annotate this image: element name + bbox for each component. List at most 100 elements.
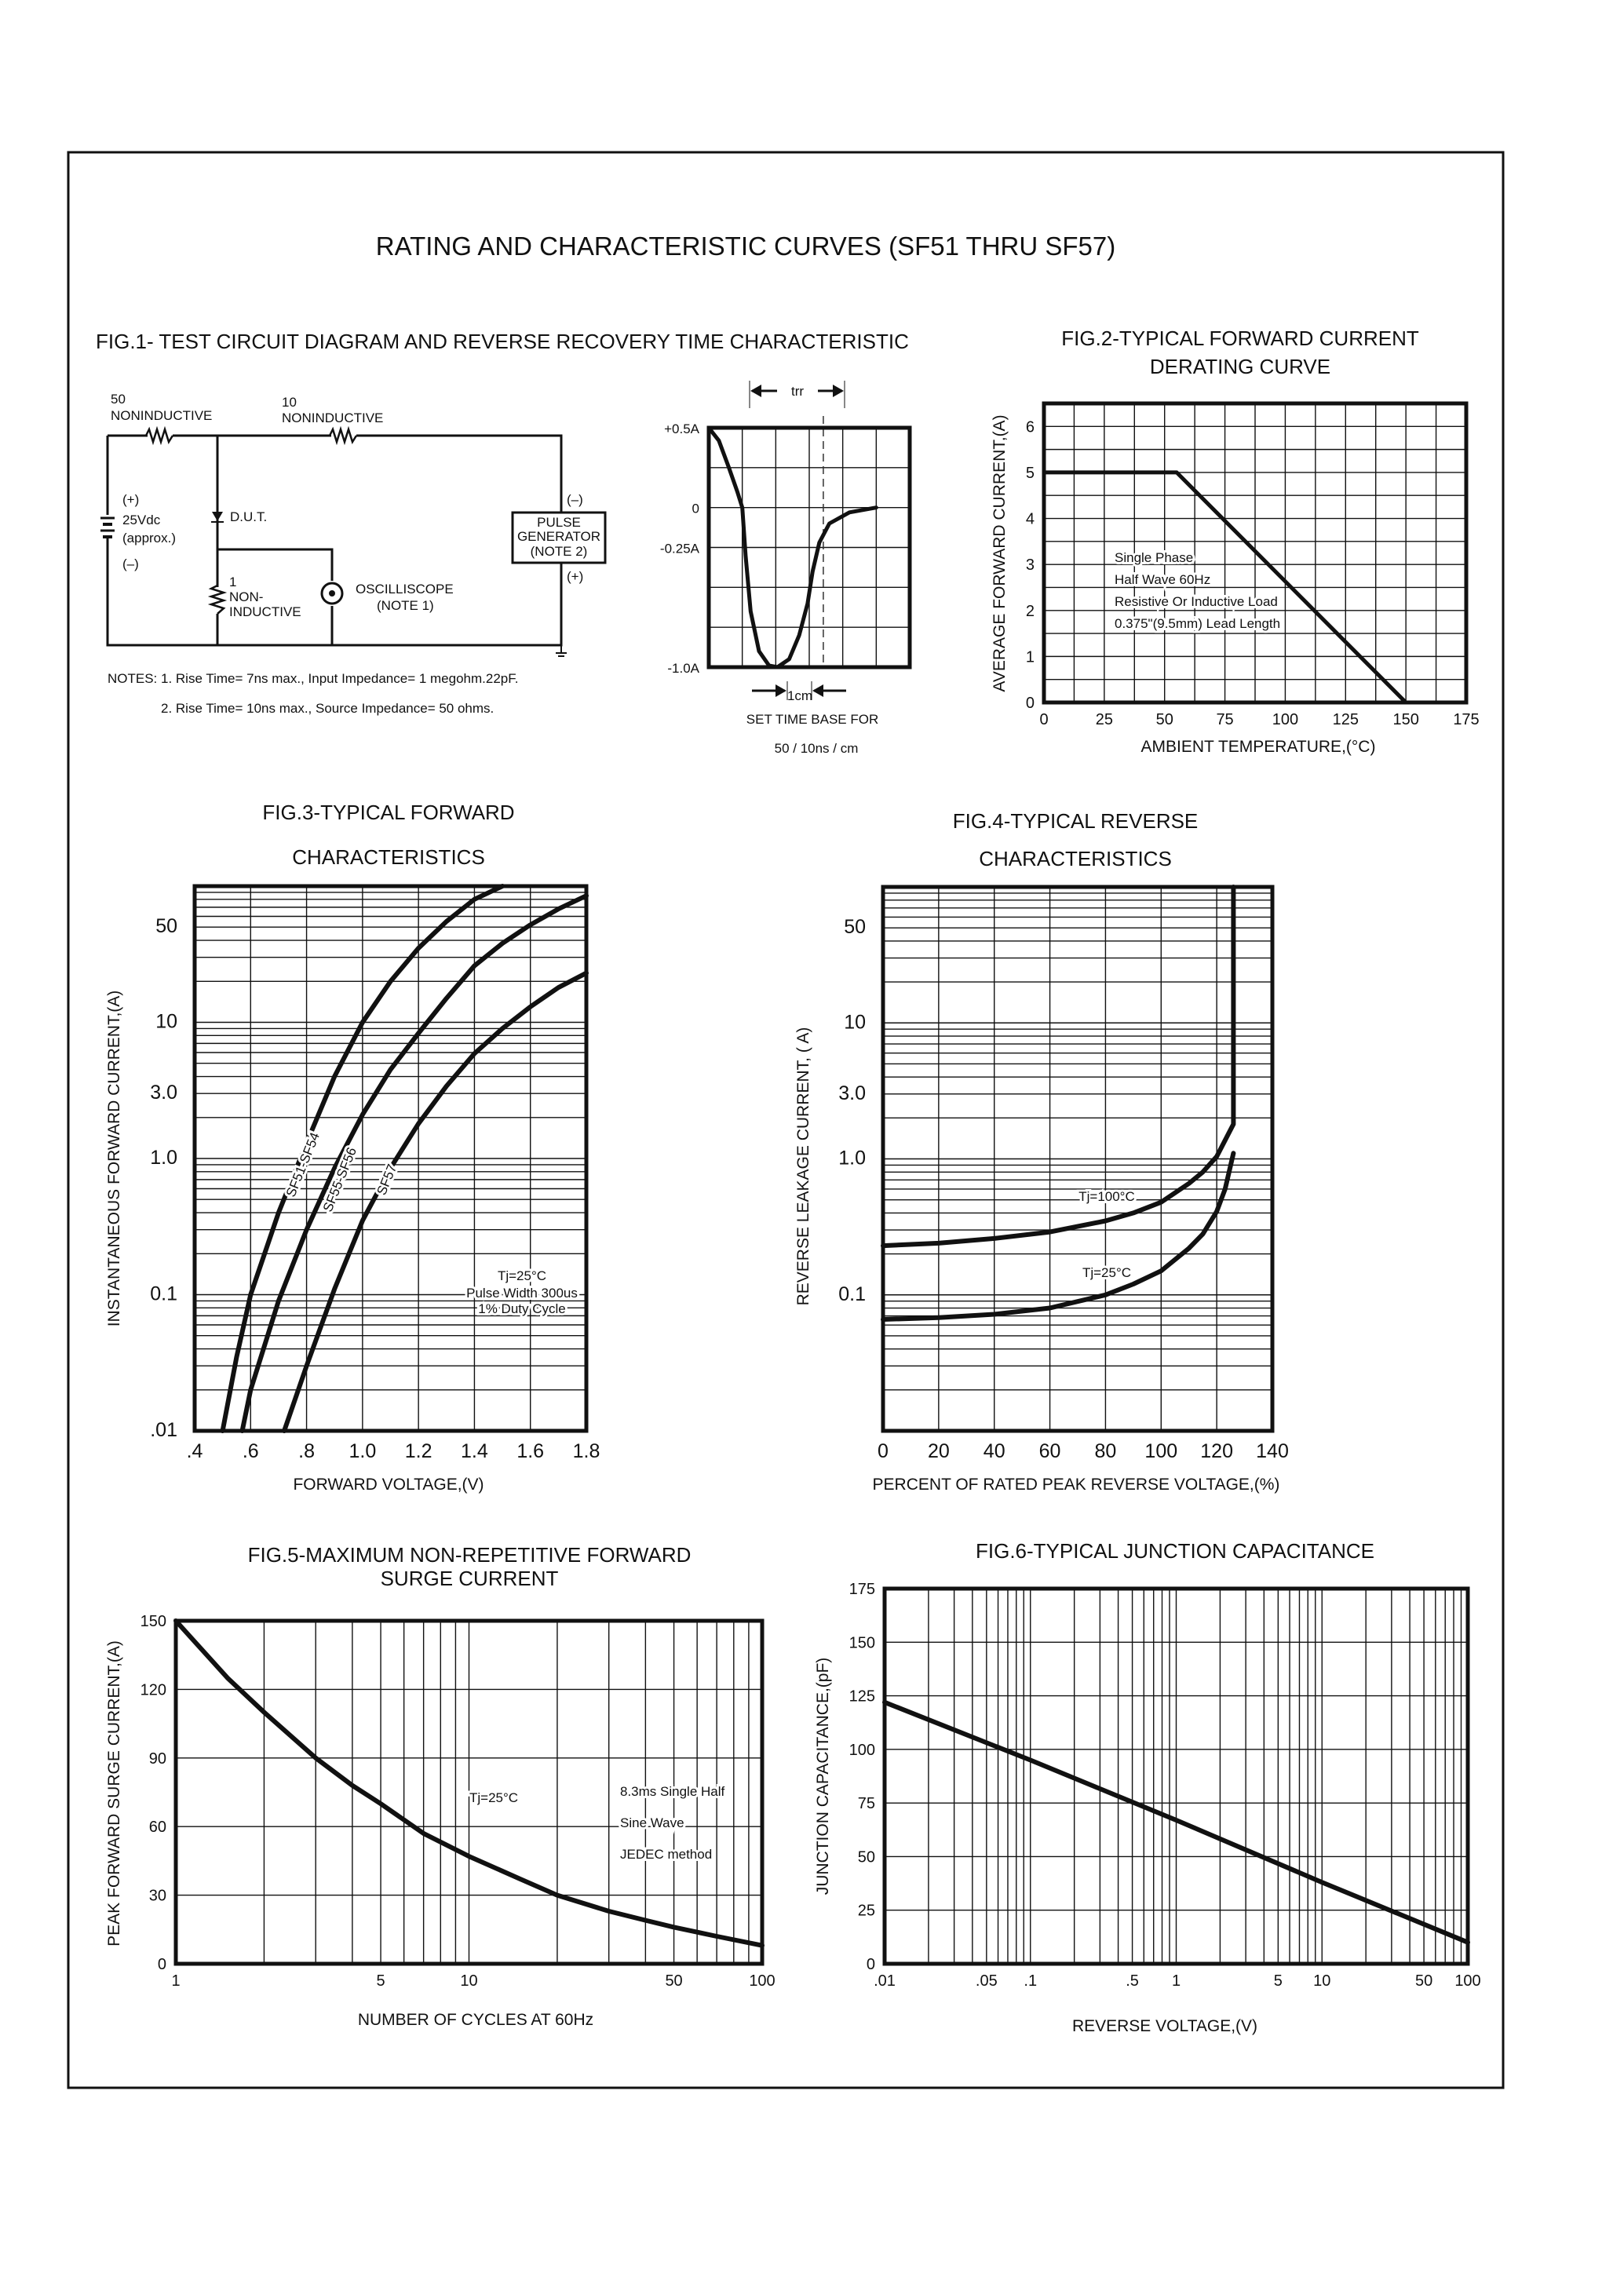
annotation: 1% Duty Cycle (478, 1301, 565, 1316)
x-tick-label: 140 (1256, 1440, 1289, 1462)
dut-label: D.U.T. (230, 509, 267, 524)
x-tick-label: .1 (1024, 1972, 1037, 1990)
x-tick-label: 1 (171, 1972, 180, 1990)
annotation: JEDEC method (620, 1847, 712, 1862)
pulse-plus: (+) (567, 569, 583, 584)
x-tick-label: .8 (298, 1440, 315, 1462)
timebase-label-2: 50 / 10ns / cm (775, 741, 859, 756)
annotation: 0.375"(9.5mm) Lead Length (1115, 616, 1280, 631)
circuit-outer-loop (108, 434, 563, 513)
x-tick-label: 1.8 (573, 1440, 600, 1462)
recovery-waveform-extras: trr 1cm SET TIME BASE FOR 50 / 10ns / cm (746, 381, 878, 756)
scope-label-2: (NOTE 1) (377, 598, 434, 613)
battery-plus: (+) (122, 492, 139, 507)
series-label: Tj=25°C (1082, 1265, 1131, 1280)
x-tick-label: 100 (749, 1972, 775, 1990)
annotation: Tj=25°C (498, 1268, 546, 1283)
circuit-return-wire (106, 436, 563, 647)
y-tick-label: 90 (149, 1750, 166, 1768)
charts: +0.5A 0 -0.25A -1.0A Single Phase Half Wave 6… (105, 327, 1481, 2035)
y-tick-label: 150 (849, 1634, 875, 1651)
x-tick-label: 100 (1454, 1972, 1480, 1990)
y-tick-label: -1.0A (667, 661, 699, 676)
series-line-0 (1042, 470, 1408, 705)
x-tick-label: .4 (187, 1440, 203, 1462)
chart-title: CHARACTERISTICS (292, 845, 485, 869)
chart-1: Single Phase Half Wave 60Hz Resistive Or I… (991, 327, 1480, 756)
r1-type: NONINDUCTIVE (111, 408, 212, 423)
fig1-title: FIG.1- TEST CIRCUIT DIAGRAM AND REVERSE … (96, 330, 909, 353)
y-tick-label: 100 (849, 1742, 875, 1759)
x-tick-label: 5 (1274, 1972, 1283, 1990)
r2-type: NONINDUCTIVE (282, 410, 383, 425)
annotation: Single Phase (1115, 550, 1193, 565)
x-tick-label: 1.2 (405, 1440, 432, 1462)
y-tick-label: 30 (149, 1888, 166, 1905)
x-tick-label: 50 (1156, 711, 1173, 728)
y-tick-label: 6 (1026, 418, 1035, 436)
series-line-0 (882, 1699, 1470, 1945)
series-line-0 (220, 884, 505, 1433)
series-line-1 (239, 893, 589, 1433)
chart-title: DERATING CURVE (1150, 355, 1330, 378)
pulse-label-1: PULSE (537, 515, 581, 530)
battery-icon (100, 516, 115, 538)
diode-dut-icon (212, 512, 223, 521)
x-tick-label: 60 (1039, 1440, 1061, 1462)
y-axis-label: JUNCTION CAPACITANCE,(pF) (814, 1658, 832, 1895)
pulse-minus: (–) (567, 492, 583, 507)
x-tick-label: 175 (1453, 711, 1479, 728)
x-tick-label: 120 (1200, 1440, 1233, 1462)
x-tick-label: 0 (878, 1440, 889, 1462)
y-tick-label: -0.25A (660, 542, 700, 556)
series-line-0 (173, 1618, 765, 1948)
chart-title: FIG.4-TYPICAL REVERSE (953, 809, 1199, 833)
chart-0: +0.5A 0 -0.25A -1.0A (660, 416, 912, 676)
y-tick-label: 0 (867, 1956, 875, 1973)
x-tick-label: 25 (1096, 711, 1113, 728)
y-tick-label: 1.0 (838, 1148, 866, 1169)
oscilloscope-dot (329, 590, 335, 597)
y-tick-label: 125 (849, 1688, 875, 1706)
y-tick-label: 3.0 (150, 1082, 177, 1104)
y-tick-label: 60 (149, 1819, 166, 1836)
annotation: Tj=25°C (469, 1790, 518, 1805)
x-tick-label: 125 (1333, 711, 1359, 728)
y-tick-label: 0 (692, 502, 699, 516)
chart-title: CHARACTERISTICS (979, 847, 1172, 870)
battery-voltage: 25Vdc (122, 513, 161, 527)
x-tick-label: 10 (460, 1972, 477, 1990)
y-tick-label: 0.1 (150, 1283, 177, 1305)
x-tick-label: 1 (1172, 1972, 1181, 1990)
r3-type-1: NON- (229, 589, 263, 604)
y-tick-label: .01 (150, 1419, 177, 1441)
x-tick-label: .01 (874, 1972, 896, 1990)
scope-branch (217, 548, 334, 645)
y-tick-label: 1 (1026, 648, 1035, 666)
x-axis-label: REVERSE VOLTAGE,(V) (1072, 2017, 1257, 2035)
chart-title: FIG.3-TYPICAL FORWARD (262, 801, 514, 824)
pulse-label-2: GENERATOR (517, 529, 600, 544)
y-axis-label: AVERAGE FORWARD CURRENT,(A) (991, 414, 1009, 691)
scope-label-1: OSCILLISCOPE (356, 582, 454, 597)
battery-minus: (–) (122, 556, 139, 571)
ground-icon (556, 645, 567, 657)
chart-3: Tj=100°C Tj=25°C 0 20 40 60 80 100 120 140 50 10 3.0… (794, 809, 1289, 1494)
y-axis-label: INSTANTANEOUS FORWARD CURRENT,(A) (105, 991, 123, 1327)
x-tick-label: .6 (243, 1440, 259, 1462)
annotation: Pulse Width 300us (466, 1286, 578, 1301)
plot-frame (882, 1586, 1470, 1966)
series-line-2 (282, 970, 589, 1433)
chart-title: SURGE CURRENT (381, 1567, 559, 1590)
y-tick-label: 25 (858, 1903, 875, 1920)
plot-frame (706, 425, 912, 670)
y-tick-label: 10 (844, 1011, 866, 1033)
x-tick-label: 50 (1415, 1972, 1432, 1990)
r3-type-2: INDUCTIVE (229, 604, 301, 619)
series-line-1 (881, 1151, 1236, 1322)
y-tick-label: 175 (849, 1581, 875, 1598)
r3-value: 1 (229, 575, 236, 589)
y-tick-label: 120 (141, 1681, 166, 1698)
y-tick-label: 0 (158, 1956, 166, 1973)
